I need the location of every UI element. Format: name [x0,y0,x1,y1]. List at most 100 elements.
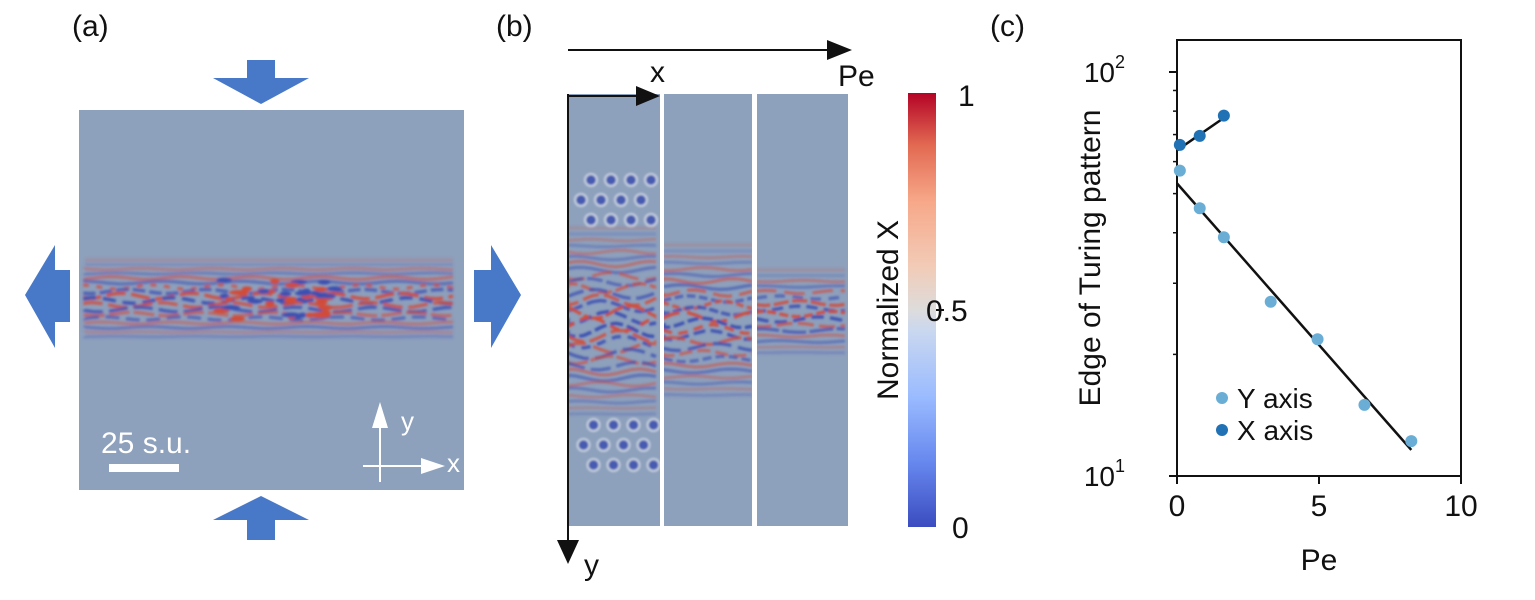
pattern-spot [575,194,587,206]
pattern-blob [327,286,343,291]
colorbar-tick-0-5: 0.5 [926,295,968,328]
scale-bar-label: 25 s.u. [101,427,191,460]
panel-b-figure: Pe x y 1 0.5 0 Normalized X [540,30,980,590]
pattern-spot [595,194,607,206]
legend-marker [1216,424,1228,436]
data-point-y-axis [1312,333,1324,345]
pattern-spot [585,214,597,226]
pattern-blob [225,297,233,302]
arrow-down-top-icon [213,60,309,104]
data-point-y-axis [1194,202,1206,214]
arrow-left-icon [25,245,70,348]
data-point-x-axis [1194,130,1206,142]
data-point-x-axis [1218,110,1230,122]
pattern-blob [247,299,262,304]
pattern-blob [216,278,231,283]
pattern-stripe [85,336,453,337]
pattern-blob [315,300,327,305]
pattern-spot [608,419,620,431]
pattern-spot [628,419,640,431]
pattern-stripe [664,389,752,390]
y-tick-label: 102 [1084,52,1125,88]
colorbar-label: Normalized X [872,220,905,400]
pattern-stripe [757,280,845,282]
pattern-stripe [568,395,656,397]
pattern-blob [315,293,326,298]
pattern-spot [585,174,597,186]
x-tick-label: 0 [1169,490,1186,523]
pattern-stripe [664,256,752,258]
pattern-stripe [85,332,453,333]
pattern-blob [265,301,275,306]
pattern-spot [625,214,637,226]
data-point-y-axis [1174,165,1186,177]
pattern-spot [645,174,657,186]
pattern-spot [638,439,650,451]
data-point-y-axis [1358,399,1370,411]
pattern-spot [615,194,627,206]
legend-marker [1216,392,1228,404]
y-tick-label: 101 [1084,456,1125,492]
y-label-b: y [584,549,599,582]
pattern-blob [285,283,299,288]
panel-a-label: (a) [72,12,109,42]
pattern-spot [608,459,620,471]
pattern-blob [230,316,245,321]
colorbar-tick-0: 0 [952,512,969,545]
pattern-blob [311,312,331,317]
pattern-spot [648,459,660,471]
pattern-stripe [568,239,656,241]
data-point-y-axis [1218,231,1230,243]
pattern-stripe [85,273,453,274]
data-point-x-axis [1174,139,1186,151]
legend-label: Y axis [1237,383,1313,414]
pattern-blob [315,287,327,292]
pattern-spot [588,419,600,431]
panel-b-label: (b) [496,12,533,42]
pattern-blob [318,280,330,285]
arrow-right-icon [474,245,521,348]
pe-arrow-icon [827,40,852,60]
y-axis-label: Edge of Turing pattern [1074,110,1107,407]
pattern-blob [318,305,334,310]
pattern-spot [618,439,630,451]
pattern-blob [257,289,269,294]
pattern-stripe [568,408,656,409]
x-tick-label: 10 [1444,490,1477,523]
pattern-stripe [568,245,656,247]
plot-frame [1177,40,1461,476]
legend-label: X axis [1237,415,1313,446]
pattern-blob [295,291,312,296]
pattern-blob [270,279,279,284]
panel-a-figure: 25 s.u. y x [15,40,535,600]
pattern-spot [628,459,640,471]
axis-x-label-a: x [447,448,460,478]
pattern-spot [578,439,590,451]
colorbar-tick-1: 1 [958,80,975,113]
x-label-b: x [650,56,665,89]
pattern-blob [284,298,298,303]
pattern-spot [625,174,637,186]
pattern-blob [229,290,249,295]
pattern-blob [281,312,300,317]
scale-bar [109,464,179,472]
data-point-y-axis [1265,296,1277,308]
axis-y-label-a: y [401,406,414,436]
arrow-up-bottom-icon [213,496,309,540]
pattern-stripe [757,286,845,288]
x-tick-label: 5 [1311,490,1328,523]
pattern-spot [648,419,660,431]
pattern-spot [605,214,617,226]
x-axis-label: Pe [1301,544,1338,577]
pattern-stripe [85,268,453,269]
pattern-stripe [664,262,752,264]
pattern-spot [598,439,610,451]
pattern-blob [279,292,291,297]
pattern-spot [588,459,600,471]
y-arrow-icon-b [557,540,579,564]
pattern-spot [605,174,617,186]
pattern-blob [221,305,240,310]
pattern-stripe [664,395,752,396]
pattern-stripe [568,414,656,415]
